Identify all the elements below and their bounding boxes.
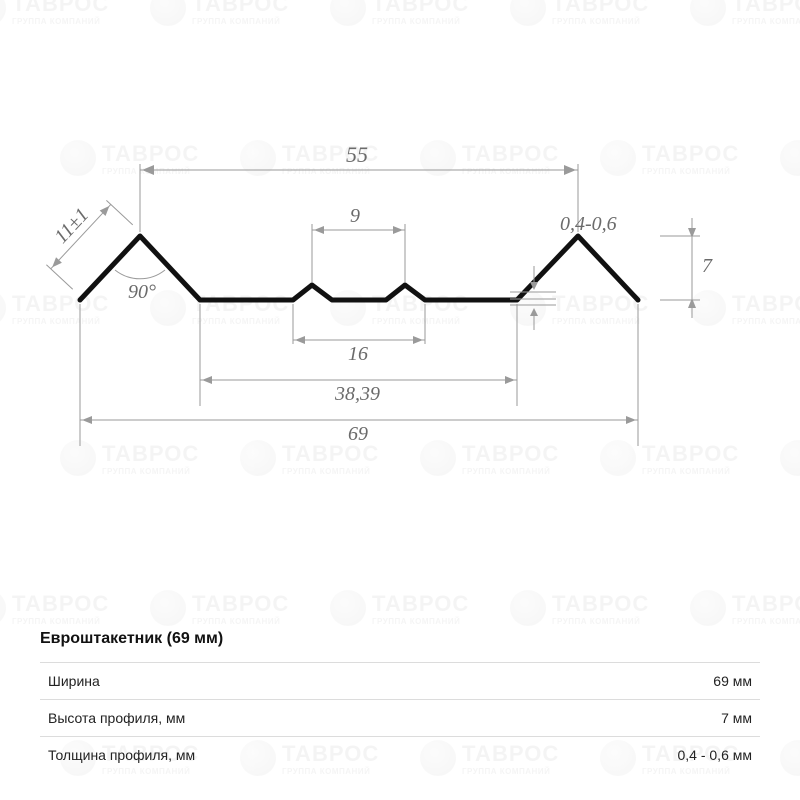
spec-section: Евроштакетник (69 мм) Ширина 69 мм Высот…: [40, 630, 760, 773]
dim-9: 9: [350, 205, 360, 227]
spec-table: Ширина 69 мм Высота профиля, мм 7 мм Тол…: [40, 662, 760, 773]
table-row: Толщина профиля, мм 0,4 - 0,6 мм: [40, 737, 760, 774]
dim-16: 16: [348, 343, 368, 365]
spec-label: Толщина профиля, мм: [40, 737, 503, 774]
spec-label: Ширина: [40, 663, 503, 700]
dim-topspan: 55: [346, 142, 368, 167]
spec-value: 7 мм: [503, 700, 760, 737]
table-row: Высота профиля, мм 7 мм: [40, 700, 760, 737]
dim-thickness: 0,4-0,6: [560, 213, 617, 235]
spec-label: Высота профиля, мм: [40, 700, 503, 737]
spec-value: 0,4 - 0,6 мм: [503, 737, 760, 774]
spec-title: Евроштакетник (69 мм): [40, 630, 760, 648]
profile-diagram: 90° 11±1 55 9 0,4-0,6 7 16 38,39: [0, 60, 800, 480]
dim-angle: 90°: [128, 281, 156, 303]
table-row: Ширина 69 мм: [40, 663, 760, 700]
dim-3839: 38,39: [334, 383, 380, 405]
dim-69: 69: [348, 423, 368, 445]
dim-slope: 11±1: [50, 204, 93, 248]
spec-value: 69 мм: [503, 663, 760, 700]
dim-7: 7: [702, 255, 713, 277]
